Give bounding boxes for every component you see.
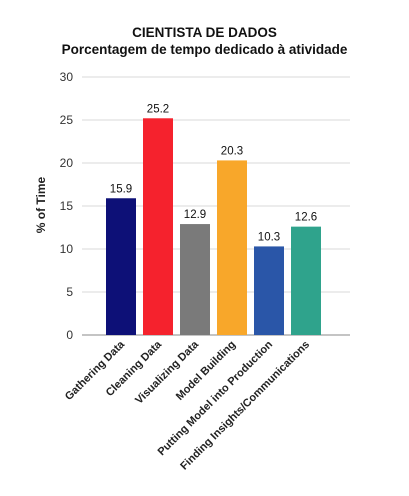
- value-label: 20.3: [221, 145, 243, 157]
- y-tick-label: 10: [60, 242, 74, 256]
- y-tick-label: 25: [60, 113, 74, 127]
- y-tick-label: 30: [60, 70, 74, 84]
- y-tick-label: 5: [66, 285, 73, 299]
- value-label: 15.9: [110, 183, 132, 195]
- value-label: 10.3: [258, 231, 280, 243]
- category-label: Visualizing Data: [133, 338, 202, 407]
- bar: [143, 118, 173, 335]
- y-axis-ticks: 0 5 10 15 20 25 30: [60, 70, 74, 342]
- bar: [106, 198, 136, 335]
- y-axis-label: % of Time: [34, 176, 48, 233]
- value-labels: 15.9 25.2 12.9 20.3 10.3 12.6: [110, 103, 317, 243]
- value-label: 12.9: [184, 209, 206, 221]
- value-label: 12.6: [295, 212, 317, 224]
- y-tick-label: 0: [66, 328, 73, 342]
- bar: [254, 246, 284, 335]
- y-tick-label: 20: [60, 156, 74, 170]
- y-tick-label: 15: [60, 199, 74, 213]
- chart-subtitle: Porcentagem de tempo dedicado à atividad…: [61, 42, 348, 57]
- bars: [106, 118, 321, 335]
- bar: [180, 224, 210, 335]
- chart-title: CIENTISTA DE DADOS: [132, 25, 277, 40]
- bar: [217, 160, 247, 335]
- value-label: 25.2: [147, 103, 169, 115]
- bar: [291, 226, 321, 335]
